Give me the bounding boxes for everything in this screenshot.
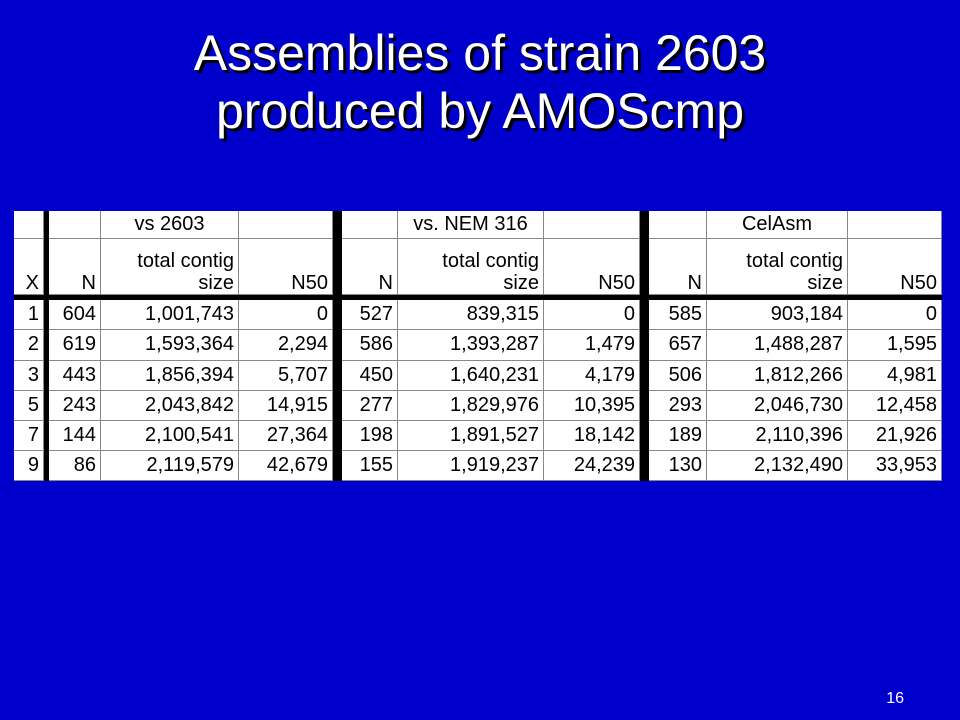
table-row: 3 443 1,856,394 5,707 450 1,640,231 4,179 506 1,…: [14, 360, 942, 391]
column-header-n: N: [649, 239, 707, 296]
total-contig-size-cell: 2,043,842: [101, 390, 239, 421]
total-contig-size-cell: 1,891,527: [398, 420, 544, 451]
total-contig-size-cell: 1,393,287: [398, 330, 544, 361]
total-contig-size-cell: 2,110,396: [707, 420, 848, 451]
n-cell: 619: [49, 330, 101, 361]
corner-cell: [14, 211, 44, 240]
table-row: 7 144 2,100,541 27,364 198 1,891,527 18,142 189…: [14, 420, 942, 451]
column-header-n50: N50: [239, 239, 333, 296]
n50-cell: 4,981: [848, 360, 942, 391]
n50-cell: 4,179: [544, 360, 640, 391]
n-cell: 144: [49, 420, 101, 451]
n50-cell: 12,458: [848, 390, 942, 421]
n-cell: 604: [49, 300, 101, 331]
total-contig-size-cell: 839,315: [398, 300, 544, 331]
n50-cell: 42,679: [239, 450, 333, 481]
n-cell: 506: [649, 360, 707, 391]
x-column-header: X: [14, 239, 44, 296]
n-cell: 450: [342, 360, 398, 391]
group-header-celasm: CelAsm: [707, 211, 848, 240]
n50-cell: 1,595: [848, 330, 942, 361]
n-cell: 586: [342, 330, 398, 361]
column-header-total-contig-size: total contig size: [707, 239, 848, 296]
page-number: 16: [886, 690, 904, 707]
n50-cell: 24,239: [544, 450, 640, 481]
x-value-cell: 1: [14, 300, 44, 331]
n50-cell: 14,915: [239, 390, 333, 421]
group-header-vs-nem-316: vs. NEM 316: [398, 211, 544, 240]
n-cell: 585: [649, 300, 707, 331]
table-row: 2 619 1,593,364 2,294 586 1,393,287 1,479 657 1,…: [14, 330, 942, 361]
n50-cell: 0: [239, 300, 333, 331]
n-cell: 86: [49, 450, 101, 481]
column-header-n50: N50: [848, 239, 942, 296]
x-value-cell: 9: [14, 450, 44, 481]
x-value-cell: 7: [14, 420, 44, 451]
column-header-row: X N total contig size N50 N total contig s…: [14, 239, 942, 296]
x-value-cell: 3: [14, 360, 44, 391]
assembly-table-frame: vs 2603 vs. NEM 316 CelAsm X N total con…: [14, 211, 942, 481]
total-contig-size-cell: 1,593,364: [101, 330, 239, 361]
n50-cell: 10,395: [544, 390, 640, 421]
total-contig-size-cell: 1,001,743: [101, 300, 239, 331]
x-value-cell: 2: [14, 330, 44, 361]
total-contig-size-cell: 1,812,266: [707, 360, 848, 391]
title-line-1: Assemblies of strain 2603: [193, 25, 767, 81]
n50-cell: 18,142: [544, 420, 640, 451]
title-line-2: produced by AMOScmp: [215, 83, 745, 139]
group-header-vs-2603: vs 2603: [101, 211, 239, 240]
slide-title: Assemblies of strain 2603 produced by AM…: [0, 24, 960, 140]
column-header-n50: N50: [544, 239, 640, 296]
n-cell: 189: [649, 420, 707, 451]
n50-cell: 2,294: [239, 330, 333, 361]
total-contig-size-cell: 1,488,287: [707, 330, 848, 361]
column-header-n: N: [342, 239, 398, 296]
table-row: 9 86 2,119,579 42,679 155 1,919,237 24,239 130 2…: [14, 450, 942, 481]
column-header-total-contig-size: total contig size: [101, 239, 239, 296]
n-cell: 293: [649, 390, 707, 421]
n-cell: 657: [649, 330, 707, 361]
table-row: 1 604 1,001,743 0 527 839,315 0 585 903,184 0: [14, 300, 942, 331]
total-contig-size-cell: 2,046,730: [707, 390, 848, 421]
total-contig-size-cell: 2,100,541: [101, 420, 239, 451]
total-contig-size-cell: 1,640,231: [398, 360, 544, 391]
total-contig-size-cell: 1,919,237: [398, 450, 544, 481]
n-cell: 130: [649, 450, 707, 481]
n-cell: 527: [342, 300, 398, 331]
n50-cell: 1,479: [544, 330, 640, 361]
n50-cell: 27,364: [239, 420, 333, 451]
group-header-row: vs 2603 vs. NEM 316 CelAsm: [14, 211, 942, 240]
n-cell: 155: [342, 450, 398, 481]
assembly-table: vs 2603 vs. NEM 316 CelAsm X N total con…: [14, 211, 942, 481]
header-separator: [14, 295, 942, 301]
x-value-cell: 5: [14, 390, 44, 421]
n50-cell: 0: [848, 300, 942, 331]
total-contig-size-cell: 1,829,976: [398, 390, 544, 421]
column-header-total-contig-size: total contig size: [398, 239, 544, 296]
n50-cell: 21,926: [848, 420, 942, 451]
total-contig-size-cell: 1,856,394: [101, 360, 239, 391]
table-row: 5 243 2,043,842 14,915 277 1,829,976 10,395 293…: [14, 390, 942, 421]
total-contig-size-cell: 2,132,490: [707, 450, 848, 481]
n-cell: 443: [49, 360, 101, 391]
n50-cell: 0: [544, 300, 640, 331]
n50-cell: 5,707: [239, 360, 333, 391]
n-cell: 198: [342, 420, 398, 451]
total-contig-size-cell: 903,184: [707, 300, 848, 331]
n-cell: 277: [342, 390, 398, 421]
column-header-n: N: [49, 239, 101, 296]
total-contig-size-cell: 2,119,579: [101, 450, 239, 481]
n50-cell: 33,953: [848, 450, 942, 481]
n-cell: 243: [49, 390, 101, 421]
